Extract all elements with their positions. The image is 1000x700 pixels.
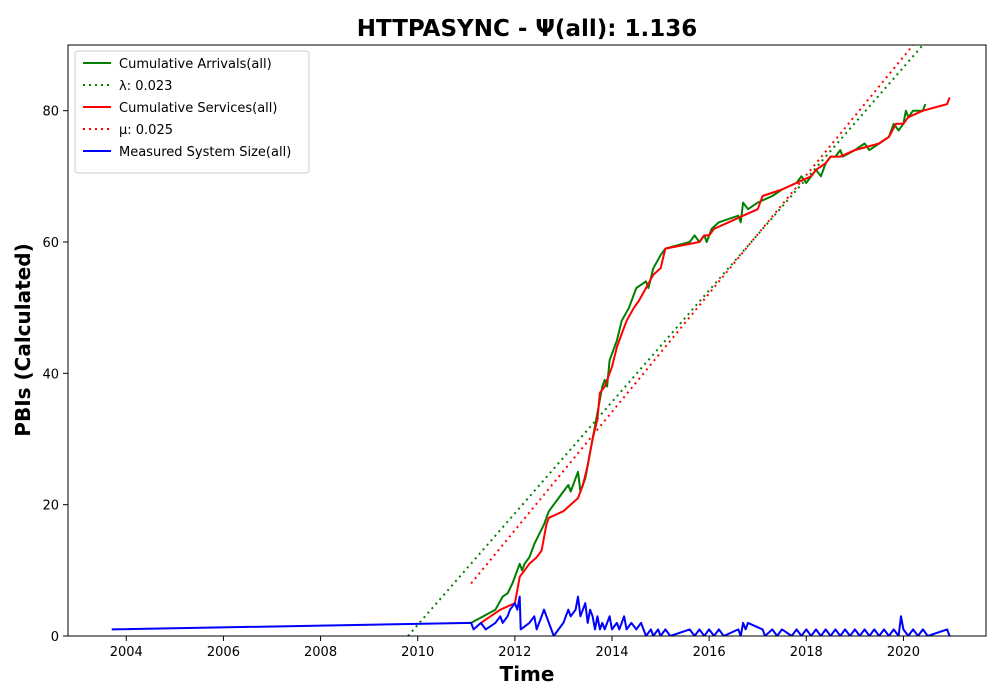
axes: 2004 2006 2008 2010 2012 2014 2016 2018 2020 0 20 4… xyxy=(42,44,987,660)
y-tick-label-3: 60 xyxy=(42,236,59,251)
legend-label-4: Measured System Size(all) xyxy=(119,145,291,160)
y-tick-label-0: 0 xyxy=(51,630,59,645)
series-line-3 xyxy=(470,45,914,585)
series-line-2 xyxy=(480,97,951,624)
legend: Cumulative Arrivals(all) λ: 0.023 Cumulati… xyxy=(74,50,310,174)
x-tick-label-0: 2004 xyxy=(110,645,143,660)
series-line-1 xyxy=(407,45,924,636)
x-tick-label-3: 2010 xyxy=(401,645,434,660)
legend-label-3: μ: 0.025 xyxy=(119,123,173,138)
series-line-4 xyxy=(111,595,951,636)
legend-label-0: Cumulative Arrivals(all) xyxy=(119,57,272,72)
y-axis-label: PBIs (Calculated) xyxy=(11,243,35,436)
legend-box xyxy=(74,50,310,174)
x-tick-label-6: 2016 xyxy=(693,645,726,660)
x-tick-label-4: 2012 xyxy=(498,645,531,660)
chart-title: HTTPASYNC - Ψ(all): 1.136 xyxy=(357,16,697,42)
x-tick-label-7: 2018 xyxy=(790,645,823,660)
x-tick-label-1: 2006 xyxy=(207,645,240,660)
y-tick-label-1: 20 xyxy=(42,499,59,514)
x-tick-label-2: 2008 xyxy=(304,645,337,660)
plot-frame xyxy=(67,44,987,637)
x-tick-label-8: 2020 xyxy=(887,645,920,660)
legend-label-1: λ: 0.023 xyxy=(119,79,172,94)
y-tick-label-2: 40 xyxy=(42,367,59,382)
y-tick-label-4: 80 xyxy=(42,105,59,120)
x-tick-label-5: 2014 xyxy=(595,645,628,660)
series-group xyxy=(111,45,951,636)
legend-label-2: Cumulative Services(all) xyxy=(119,101,277,116)
series-line-0 xyxy=(470,103,927,624)
plot-area xyxy=(111,45,951,636)
x-axis-label: Time xyxy=(500,662,555,686)
